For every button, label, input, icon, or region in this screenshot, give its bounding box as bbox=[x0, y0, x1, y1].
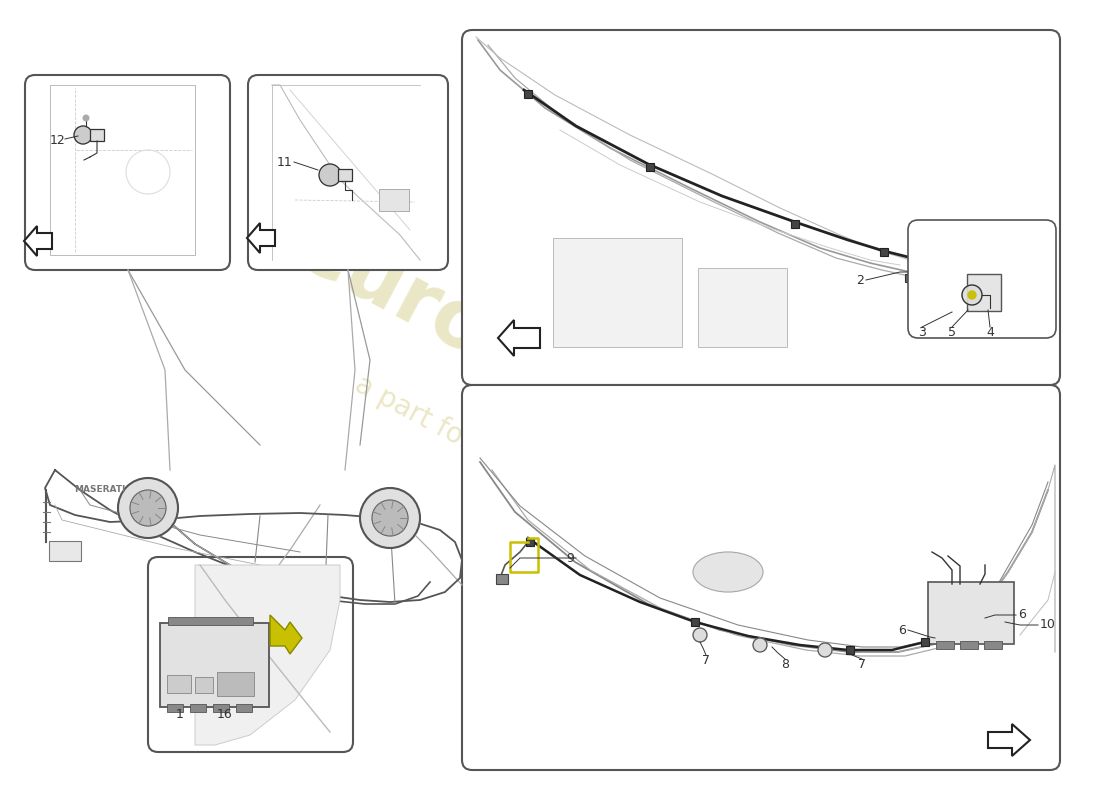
Text: 1: 1 bbox=[176, 707, 184, 721]
FancyBboxPatch shape bbox=[698, 268, 786, 347]
FancyBboxPatch shape bbox=[195, 677, 213, 693]
FancyBboxPatch shape bbox=[905, 274, 923, 282]
FancyBboxPatch shape bbox=[462, 30, 1060, 385]
FancyBboxPatch shape bbox=[168, 617, 253, 625]
Text: 8: 8 bbox=[781, 658, 789, 670]
FancyBboxPatch shape bbox=[248, 75, 448, 270]
Polygon shape bbox=[498, 320, 540, 356]
Polygon shape bbox=[248, 223, 275, 253]
FancyBboxPatch shape bbox=[236, 704, 252, 712]
Circle shape bbox=[818, 643, 832, 657]
Circle shape bbox=[82, 115, 89, 121]
FancyBboxPatch shape bbox=[167, 675, 191, 693]
Polygon shape bbox=[988, 724, 1030, 756]
Text: 16: 16 bbox=[217, 707, 233, 721]
Ellipse shape bbox=[693, 552, 763, 592]
FancyBboxPatch shape bbox=[50, 541, 81, 561]
FancyBboxPatch shape bbox=[213, 704, 229, 712]
Text: 9: 9 bbox=[566, 551, 574, 565]
FancyBboxPatch shape bbox=[379, 189, 409, 211]
FancyBboxPatch shape bbox=[791, 220, 799, 228]
FancyBboxPatch shape bbox=[553, 238, 682, 347]
Text: 5: 5 bbox=[948, 326, 956, 338]
FancyBboxPatch shape bbox=[921, 638, 929, 646]
Circle shape bbox=[962, 285, 982, 305]
Text: 4: 4 bbox=[986, 326, 994, 338]
FancyBboxPatch shape bbox=[880, 248, 888, 256]
Text: 2: 2 bbox=[856, 274, 864, 286]
FancyBboxPatch shape bbox=[496, 574, 508, 584]
Text: 12: 12 bbox=[51, 134, 66, 146]
FancyBboxPatch shape bbox=[524, 90, 532, 98]
FancyBboxPatch shape bbox=[167, 704, 183, 712]
FancyBboxPatch shape bbox=[338, 169, 352, 181]
Circle shape bbox=[693, 628, 707, 642]
Text: a part for parts since 1983: a part for parts since 1983 bbox=[350, 370, 691, 570]
FancyBboxPatch shape bbox=[217, 672, 254, 696]
Circle shape bbox=[118, 478, 178, 538]
Circle shape bbox=[319, 164, 341, 186]
FancyBboxPatch shape bbox=[190, 704, 206, 712]
Text: 11: 11 bbox=[277, 155, 293, 169]
Polygon shape bbox=[24, 226, 52, 256]
FancyBboxPatch shape bbox=[936, 641, 954, 649]
Text: 10: 10 bbox=[1041, 618, 1056, 631]
FancyBboxPatch shape bbox=[90, 129, 104, 141]
Circle shape bbox=[130, 490, 166, 526]
Circle shape bbox=[754, 638, 767, 652]
Text: 3: 3 bbox=[918, 326, 926, 338]
FancyBboxPatch shape bbox=[984, 641, 1002, 649]
FancyBboxPatch shape bbox=[646, 163, 654, 171]
Polygon shape bbox=[270, 615, 302, 654]
FancyBboxPatch shape bbox=[526, 538, 534, 546]
Text: eurocarparts: eurocarparts bbox=[283, 208, 837, 552]
FancyBboxPatch shape bbox=[462, 385, 1060, 770]
FancyBboxPatch shape bbox=[691, 618, 698, 626]
FancyBboxPatch shape bbox=[928, 582, 1014, 644]
Circle shape bbox=[968, 291, 976, 299]
Circle shape bbox=[360, 488, 420, 548]
Text: 7: 7 bbox=[702, 654, 710, 666]
FancyBboxPatch shape bbox=[960, 641, 978, 649]
Circle shape bbox=[372, 500, 408, 536]
FancyBboxPatch shape bbox=[846, 646, 854, 654]
Text: 6: 6 bbox=[1019, 609, 1026, 622]
FancyBboxPatch shape bbox=[148, 557, 353, 752]
FancyBboxPatch shape bbox=[908, 220, 1056, 338]
FancyBboxPatch shape bbox=[25, 75, 230, 270]
FancyBboxPatch shape bbox=[160, 623, 270, 707]
Circle shape bbox=[74, 126, 92, 144]
Text: 6: 6 bbox=[898, 623, 906, 637]
Text: MASERATI: MASERATI bbox=[75, 486, 125, 494]
Polygon shape bbox=[195, 565, 340, 745]
FancyBboxPatch shape bbox=[967, 274, 1001, 311]
Text: 7: 7 bbox=[858, 658, 866, 670]
